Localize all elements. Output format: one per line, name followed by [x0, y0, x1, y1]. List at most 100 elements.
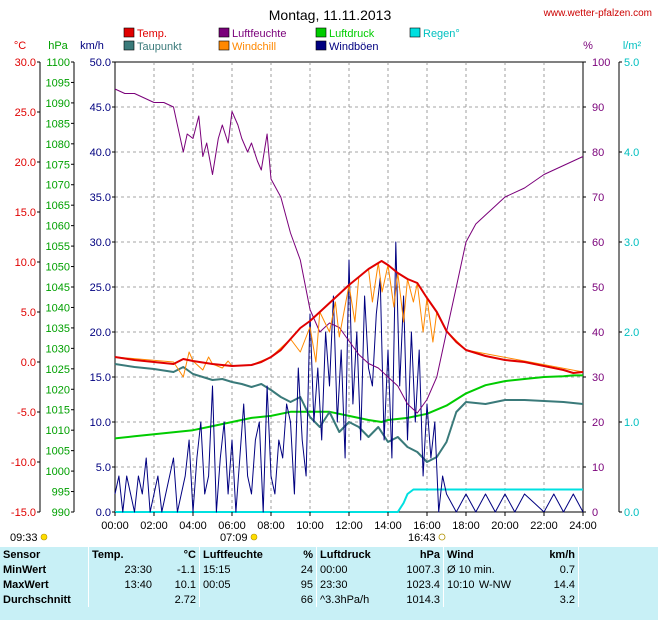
series-temp [114, 260, 584, 374]
x-tick-label: 20:00 [491, 520, 519, 532]
tick-label-rain: 4.0 [624, 147, 639, 159]
tick-label-pressure: 1060 [46, 221, 70, 233]
tick-label-pressure: 1030 [46, 343, 70, 355]
tick-label-pressure: 1005 [46, 446, 70, 458]
legend-label: Windchill [232, 41, 276, 53]
wind-time: Ø 10 min. [443, 562, 514, 577]
tick-label-humidity: 30 [592, 372, 604, 384]
legend-swatch [218, 27, 230, 38]
pressure-time: 00:00 [316, 562, 395, 577]
stats-row-avg: Durchschnitt 2.72 66 ^3.3hPa/h 1014.3 3.… [0, 592, 658, 607]
tick-label-temp: 10.0 [15, 257, 36, 269]
legend-swatch [315, 27, 327, 38]
tick-label-pressure: 1035 [46, 323, 70, 335]
tick-label-humidity: 80 [592, 147, 604, 159]
moon-label: 09:33 [10, 532, 38, 544]
hdr-temp: Temp. [88, 547, 155, 562]
hdr-wind: Wind [443, 547, 514, 562]
hdr-temp-unit: °C [183, 548, 196, 561]
hdr-humidity-unit: % [303, 548, 313, 561]
unit-wind: km/h [80, 40, 104, 52]
pressure-value: 1014.3 [406, 593, 440, 606]
tick-label-wind: 5.0 [96, 462, 111, 474]
tick-label-temp: -15.0 [11, 507, 36, 519]
legend-swatch [409, 27, 421, 38]
tick-label-wind: 30.0 [90, 237, 111, 249]
tick-label-humidity: 70 [592, 192, 604, 204]
tick-label-humidity: 100 [592, 57, 610, 69]
x-tick-label: 02:00 [140, 520, 168, 532]
tick-label-rain: 5.0 [624, 57, 639, 69]
row-label: MinWert [3, 563, 47, 576]
x-axis-ticks: 00:00 02:00 04:00 06:00 08:00 10:00 12:00 14:00… [101, 512, 597, 532]
hdr-pressure-unit: hPa [419, 548, 440, 561]
hdr-pressure: Luftdruck [316, 547, 395, 562]
sunset-label: 16:43 [408, 532, 436, 544]
row-label: Durchschnitt [3, 593, 71, 606]
series-luftdruck [114, 374, 583, 440]
series-taupunkt [114, 363, 584, 463]
weather-chart: Montag, 11.11.2013 www.wetter-pfalzen.co… [10, 7, 652, 544]
tick-label-wind: 15.0 [90, 372, 111, 384]
temp-value: 10.1 [174, 578, 196, 591]
temp-time [88, 592, 155, 607]
humidity-time: 15:15 [199, 562, 286, 577]
humidity-time: 00:05 [199, 577, 286, 592]
wind-time [443, 592, 514, 607]
tick-label-rain: 0.0 [624, 507, 639, 519]
series-regen [115, 488, 583, 513]
tick-label-rain: 1.0 [624, 417, 639, 429]
tick-label-rain: 3.0 [624, 237, 639, 249]
temp-value: -1.1 [177, 563, 196, 576]
wind-value: 3.2 [559, 593, 575, 606]
temp-time: 23:30 [88, 562, 155, 577]
tick-label-temp: 15.0 [15, 207, 36, 219]
x-tick-label: 18:00 [452, 520, 480, 532]
wind-value: 14.4 [553, 578, 575, 591]
moon-icon [40, 533, 48, 541]
tick-label-pressure: 1040 [46, 302, 70, 314]
stats-row-max: MaxWert 13:40 10.1 00:05 95 23:30 1023.4… [0, 577, 658, 592]
tick-label-humidity: 90 [592, 102, 604, 114]
legend-swatch [123, 40, 135, 51]
tick-label-temp: 20.0 [15, 157, 36, 169]
legend-swatch [123, 27, 135, 38]
hdr-wind-unit: km/h [549, 548, 575, 561]
legend-label: Temp. [137, 28, 167, 40]
tick-label-pressure: 1070 [46, 180, 70, 192]
x-tick-label: 22:00 [530, 520, 558, 532]
tick-label-pressure: 1075 [46, 159, 70, 171]
x-tick-label: 24:00 [569, 520, 597, 532]
x-tick-label: 10:00 [296, 520, 324, 532]
unit-pressure: hPa [48, 40, 68, 52]
pressure-value: 1007.3 [406, 563, 440, 576]
humidity-value: 95 [300, 578, 313, 591]
row-label: MaxWert [3, 578, 49, 591]
tick-label-pressure: 1100 [46, 57, 70, 69]
site-url[interactable]: www.wetter-pfalzen.com [543, 8, 652, 19]
tick-label-pressure: 1025 [46, 364, 70, 376]
chart-title: Montag, 11.11.2013 [269, 7, 392, 23]
tick-label-pressure: 1000 [46, 466, 70, 478]
tick-label-wind: 45.0 [90, 102, 111, 114]
tick-label-wind: 50.0 [90, 57, 111, 69]
wind-value: 0.7 [559, 563, 575, 576]
wind-time: 10:10 W-NW [443, 577, 514, 592]
tick-label-humidity: 50 [592, 282, 604, 294]
series-windben [114, 241, 584, 513]
sunrise-icon [250, 533, 258, 541]
tick-label-wind: 25.0 [90, 282, 111, 294]
humidity-value: 66 [300, 593, 313, 606]
x-tick-label: 14:00 [374, 520, 402, 532]
tick-label-pressure: 1090 [46, 98, 70, 110]
pressure-time: ^3.3hPa/h [316, 592, 395, 607]
tick-label-pressure: 1085 [46, 118, 70, 130]
sunrise-label: 07:09 [220, 532, 248, 544]
tick-label-pressure: 1010 [46, 425, 70, 437]
legend-label: Regen° [423, 28, 460, 40]
tick-label-humidity: 40 [592, 327, 604, 339]
unit-rain: l/m² [623, 40, 642, 52]
series-group [114, 88, 584, 513]
series-luftfeuchte [114, 88, 584, 414]
temp-time: 13:40 [88, 577, 155, 592]
